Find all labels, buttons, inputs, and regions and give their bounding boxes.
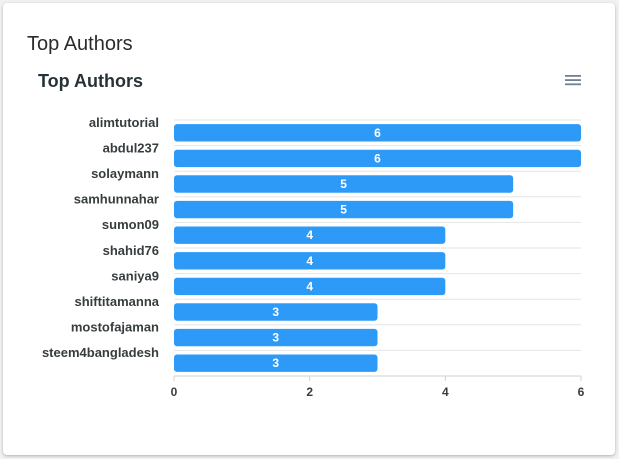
x-tick-label: 4 [442, 385, 449, 399]
data-label: 3 [272, 331, 279, 345]
data-label: 3 [272, 305, 279, 319]
x-tick-label: 0 [171, 385, 178, 399]
hamburger-menu-icon[interactable] [564, 71, 582, 89]
y-axis-label: saniya9 [111, 268, 159, 283]
bar [174, 149, 581, 168]
bar [174, 277, 446, 296]
bar [174, 252, 446, 270]
data-label: 3 [272, 356, 279, 370]
y-axis-label: abdul237 [103, 140, 159, 155]
x-tick-label: 6 [578, 385, 585, 399]
y-axis-label: mostofajaman [71, 320, 159, 335]
y-axis-label: sumon09 [102, 217, 159, 232]
bar [174, 175, 514, 193]
bar [174, 200, 514, 219]
y-axis-label: alimtutorial [89, 115, 159, 130]
data-label: 5 [340, 203, 347, 217]
bar [174, 226, 446, 244]
data-label: 5 [340, 177, 347, 191]
bar [174, 354, 378, 372]
chart-title: Top Authors [38, 71, 143, 91]
x-tick-label: 2 [306, 385, 313, 399]
bar [174, 328, 378, 347]
y-axis-label: steem4bangladesh [42, 345, 159, 360]
data-label: 4 [306, 279, 313, 293]
bar [174, 303, 378, 321]
data-label: 4 [306, 228, 313, 242]
bar [174, 124, 581, 142]
y-axis-label: samhunnahar [74, 192, 159, 207]
bar-chart: alimtutorial 6 abdul237 6 solaymann 5 samhunna… [42, 115, 585, 399]
data-label: 6 [374, 151, 381, 165]
y-axis-label: shahid76 [103, 243, 159, 258]
card-title: Top Authors [27, 33, 133, 55]
data-label: 6 [374, 126, 381, 140]
y-axis-label: solaymann [91, 166, 159, 181]
data-label: 4 [306, 254, 313, 268]
top-authors-card: Top Authors Top Authors alimtutorial 6 abd… [3, 3, 615, 455]
y-axis-label: shiftitamanna [74, 294, 159, 309]
